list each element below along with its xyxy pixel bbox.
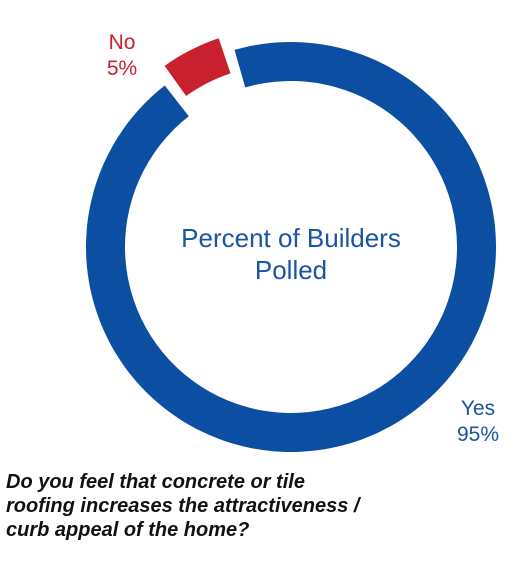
yes-slice-label: Yes 95%: [448, 396, 508, 448]
yes-slice-value: 95%: [456, 423, 500, 446]
center-label-line-2: Polled: [254, 255, 328, 285]
question-line-2: roofing increases the attractiveness /: [6, 495, 360, 517]
question-line-3: curb appeal of the home?: [6, 519, 250, 541]
survey-question: Do you feel that concrete or tile roofin…: [6, 470, 506, 542]
no-slice-name: No: [108, 31, 136, 54]
no-slice: [164, 38, 231, 97]
yes-slice-name: Yes: [460, 397, 496, 420]
no-slice-label: No 5%: [102, 30, 142, 82]
center-label-line-1: Percent of Builders: [181, 223, 401, 253]
question-line-1: Do you feel that concrete or tile: [6, 471, 305, 493]
no-slice-value: 5%: [106, 57, 138, 80]
